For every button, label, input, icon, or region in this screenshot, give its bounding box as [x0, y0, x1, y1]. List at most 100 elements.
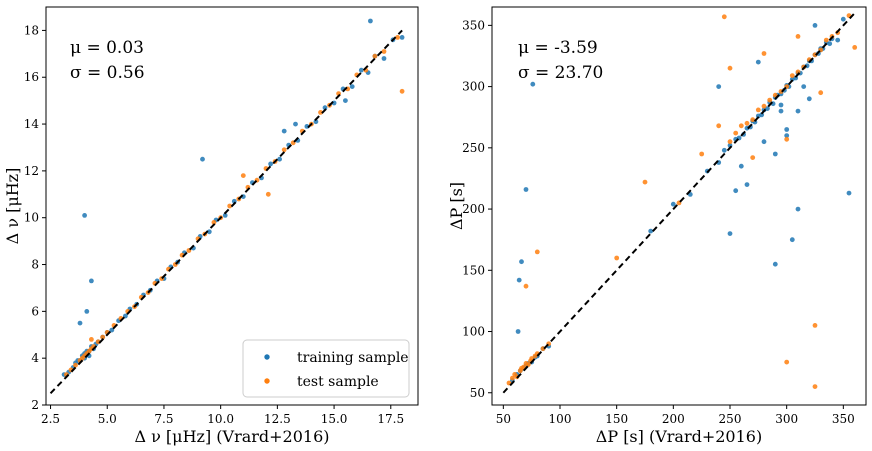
right-training-point: [827, 41, 833, 47]
left-x-tick-label: 12.5: [264, 412, 291, 426]
right-y-tick-label: 100: [462, 325, 485, 339]
right-x-tick-label: 300: [775, 412, 798, 426]
right-test-point: [823, 37, 829, 43]
left-x-tick-label: 2.5: [41, 412, 60, 426]
right-x-tick-label: 200: [662, 412, 685, 426]
left-x-tick-label: 17.5: [377, 412, 404, 426]
right-test-point: [818, 90, 824, 96]
left-training-point: [358, 67, 364, 73]
left-test-point: [281, 147, 287, 153]
right-y-tick-label: 50: [470, 386, 485, 400]
right-test-point: [812, 323, 818, 328]
legend-box: [242, 339, 410, 398]
left-test-point: [399, 88, 405, 94]
left-training-point: [89, 278, 94, 284]
right-test-point: [852, 45, 858, 50]
right-test-point: [784, 359, 790, 365]
right-training-point: [778, 102, 784, 108]
left-training-point: [206, 229, 212, 235]
left-y-tick-label: 14: [24, 117, 40, 131]
legend-training-label: training sample: [297, 350, 409, 366]
left-test-point: [100, 334, 106, 340]
left-y-tick-label: 10: [24, 211, 39, 225]
right-y-tick-label: 350: [462, 18, 485, 32]
left-sigma-stat: σ = 0.56: [70, 63, 145, 83]
right-x-tick-label: 50: [496, 412, 511, 426]
left-test-point: [73, 362, 78, 368]
left-test-point: [89, 337, 94, 342]
right-test-point: [534, 249, 540, 255]
right-y-tick-label: 200: [462, 202, 485, 216]
legend: training sample test sample: [242, 339, 410, 398]
left-training-point: [381, 56, 387, 61]
right-x-axis-label: ΔP [s] (Vrard+2016): [596, 427, 762, 446]
right-y-ticks: 50 100 150 200 250 300 350: [462, 18, 492, 400]
left-y-ticks: 2 4 6 8 10 12 14 16 18: [24, 23, 46, 412]
right-training-point: [738, 163, 744, 169]
right-training-point: [840, 16, 846, 22]
right-training-point: [772, 261, 778, 267]
left-training-point: [222, 213, 228, 218]
left-training-point: [277, 156, 282, 162]
right-training-point: [519, 259, 524, 265]
right-identity-line: [502, 12, 856, 394]
left-x-tick-label: 7.5: [154, 412, 173, 426]
right-test-point: [727, 139, 733, 145]
right-training-point: [795, 108, 801, 114]
right-training-point: [516, 277, 522, 283]
left-training-point: [399, 35, 405, 40]
left-training-point: [77, 320, 83, 326]
left-y-tick-label: 6: [31, 304, 39, 318]
left-y-tick-label: 2: [31, 398, 39, 412]
right-training-point: [846, 190, 852, 196]
legend-training-marker: [264, 354, 270, 360]
left-y-axis-label: Δ ν [μHz]: [3, 168, 22, 245]
left-y-tick-label: 8: [31, 258, 39, 272]
left-plot-frame: [45, 6, 419, 406]
left-y-tick-label: 12: [24, 164, 39, 178]
left-x-ticks: 2.5 5.0 7.5 10.0 12.5 15.0 17.5: [41, 405, 404, 426]
right-test-point: [750, 117, 756, 123]
right-test-point: [795, 34, 801, 39]
right-test-point: [761, 51, 767, 56]
left-x-tick-label: 15.0: [321, 412, 348, 426]
left-test-point: [395, 35, 400, 40]
left-training-point: [322, 105, 328, 111]
right-training-point: [515, 329, 521, 334]
right-test-point: [721, 14, 727, 20]
right-x-tick-label: 150: [605, 412, 628, 426]
right-test-point: [784, 136, 790, 142]
left-test-point: [318, 110, 323, 115]
right-training-point: [812, 23, 818, 28]
right-training-point: [765, 106, 770, 111]
right-test-point: [510, 375, 515, 381]
left-x-tick-label: 5.0: [98, 412, 117, 426]
left-training-point: [349, 84, 355, 89]
right-training-point: [648, 228, 654, 234]
right-test-point: [733, 130, 739, 136]
right-y-axis-label: ΔP [s]: [447, 182, 466, 230]
right-training-point: [761, 139, 767, 145]
right-test-point: [789, 73, 795, 78]
right-training-point: [523, 187, 529, 192]
left-identity-line: [49, 29, 403, 394]
left-training-point: [293, 121, 298, 127]
right-x-tick-label: 250: [719, 412, 742, 426]
right-mu-stat: μ = -3.59: [518, 38, 598, 58]
right-test-point: [523, 283, 529, 289]
right-test-point: [761, 103, 767, 109]
left-mu-stat: μ = 0.03: [70, 38, 144, 58]
right-x-tick-label: 350: [832, 412, 855, 426]
left-training-point: [281, 128, 287, 134]
left-test-point: [240, 173, 246, 179]
right-training-point: [801, 84, 807, 89]
right-training-point: [806, 96, 812, 102]
left-y-tick-label: 4: [31, 351, 39, 365]
left-test-point: [381, 49, 387, 54]
right-training-point: [784, 127, 790, 132]
legend-test-marker: [264, 378, 270, 384]
right-test-point: [767, 97, 773, 103]
left-y-tick-label: 16: [24, 70, 39, 84]
left-training-point: [268, 161, 273, 167]
right-test-point: [755, 107, 761, 113]
